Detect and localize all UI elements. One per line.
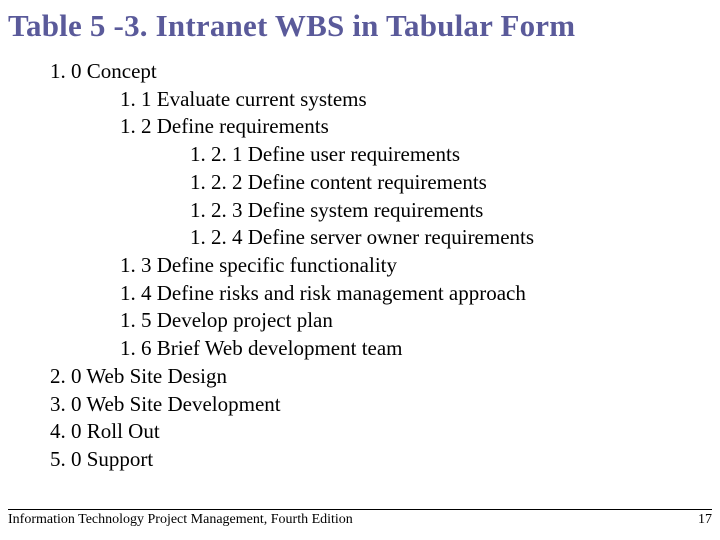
list-item: 2. 0 Web Site Design	[50, 363, 720, 391]
slide-footer: Information Technology Project Managemen…	[8, 509, 712, 528]
footer-divider	[8, 509, 712, 510]
footer-left-text: Information Technology Project Managemen…	[8, 512, 353, 528]
page-number: 17	[698, 512, 712, 528]
list-item: 1. 6 Brief Web development team	[120, 335, 720, 363]
list-item: 3. 0 Web Site Development	[50, 391, 720, 419]
list-item: 1. 2. 1 Define user requirements	[190, 141, 720, 169]
list-item: 1. 1 Evaluate current systems	[120, 86, 720, 114]
list-item: 1. 2. 3 Define system requirements	[190, 197, 720, 225]
list-item: 1. 2 Define requirements	[120, 113, 720, 141]
list-item: 1. 2. 4 Define server owner requirements	[190, 224, 720, 252]
list-item: 1. 5 Develop project plan	[120, 307, 720, 335]
slide-title: Table 5 -3. Intranet WBS in Tabular Form	[0, 0, 720, 44]
list-item: 4. 0 Roll Out	[50, 418, 720, 446]
list-item: 1. 2. 2 Define content requirements	[190, 169, 720, 197]
wbs-outline: 1. 0 Concept 1. 1 Evaluate current syste…	[0, 44, 720, 474]
list-item: 1. 3 Define specific functionality	[120, 252, 720, 280]
list-item: 5. 0 Support	[50, 446, 720, 474]
list-item: 1. 0 Concept	[50, 58, 720, 86]
list-item: 1. 4 Define risks and risk management ap…	[120, 280, 720, 308]
